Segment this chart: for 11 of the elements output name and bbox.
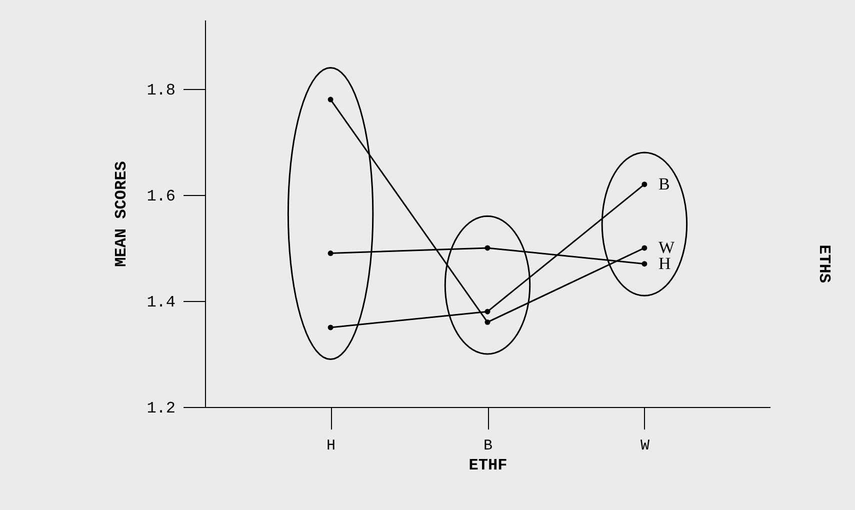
x-tick-label: H	[326, 438, 336, 454]
x-tick-label: W	[640, 438, 650, 454]
legend-title: ETHS	[815, 244, 833, 284]
x-axis-title: ETHF	[468, 456, 508, 474]
y-tick-label: 1.8	[146, 81, 176, 100]
y-tick-label: 1.6	[146, 187, 176, 206]
y-tick-label: 1.2	[146, 400, 176, 418]
y-tick-label: 1.4	[146, 293, 176, 312]
y-axis-title: MEAN SCORES	[112, 160, 131, 267]
series-label: B	[658, 174, 670, 194]
x-tick-label: B	[483, 438, 493, 454]
